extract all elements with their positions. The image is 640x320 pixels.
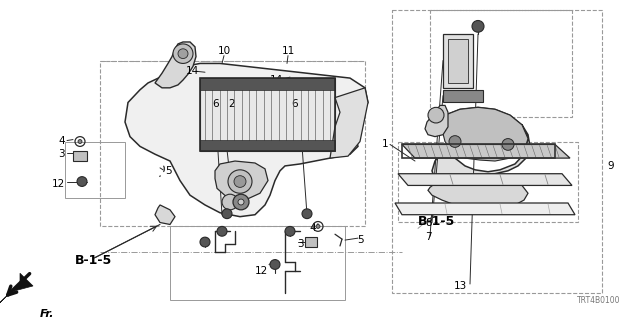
Circle shape [222, 194, 238, 210]
Circle shape [285, 227, 295, 236]
Bar [392, 10, 602, 293]
Text: 5: 5 [357, 235, 364, 245]
Text: 10: 10 [218, 46, 230, 56]
Circle shape [228, 170, 252, 193]
Text: 1: 1 [381, 140, 388, 149]
Bar [200, 78, 335, 90]
Circle shape [302, 209, 312, 219]
Text: 2: 2 [228, 100, 235, 109]
Circle shape [428, 107, 444, 123]
Text: 9: 9 [607, 161, 614, 171]
Bar [100, 60, 365, 227]
Bar [65, 141, 125, 198]
Polygon shape [428, 178, 528, 208]
Polygon shape [398, 174, 572, 185]
Bar [73, 151, 87, 161]
Text: Fr.: Fr. [40, 309, 54, 319]
Text: 5: 5 [165, 166, 172, 176]
Bar [443, 90, 483, 101]
Circle shape [449, 136, 461, 148]
Circle shape [502, 139, 514, 150]
Circle shape [316, 224, 320, 228]
Circle shape [173, 44, 193, 63]
Text: 12: 12 [52, 180, 65, 189]
Bar [170, 227, 345, 300]
Polygon shape [200, 78, 335, 151]
Polygon shape [215, 161, 268, 200]
Circle shape [234, 176, 246, 188]
Circle shape [78, 140, 82, 143]
Polygon shape [395, 203, 575, 215]
Text: 6: 6 [291, 100, 298, 109]
Circle shape [178, 49, 188, 59]
Circle shape [233, 194, 249, 210]
Polygon shape [330, 88, 368, 158]
Text: 3: 3 [298, 239, 304, 249]
Circle shape [217, 227, 227, 236]
Polygon shape [125, 63, 368, 217]
Text: 14: 14 [269, 75, 283, 85]
Polygon shape [430, 107, 530, 195]
Text: 7: 7 [426, 232, 432, 242]
Text: TRT4B0100: TRT4B0100 [577, 296, 620, 306]
Text: 4: 4 [309, 223, 316, 233]
Bar [200, 140, 335, 151]
Text: B-1-5: B-1-5 [418, 215, 455, 228]
Bar [443, 34, 473, 88]
Polygon shape [402, 144, 570, 158]
Polygon shape [155, 42, 196, 88]
Bar [448, 39, 468, 83]
Text: 6: 6 [212, 100, 219, 109]
Text: B-1-5: B-1-5 [75, 254, 112, 268]
Circle shape [472, 20, 484, 32]
Bar [430, 10, 572, 117]
Circle shape [200, 237, 210, 247]
Text: 8: 8 [426, 218, 432, 228]
Text: 11: 11 [282, 46, 294, 56]
Text: 13: 13 [454, 281, 467, 291]
Polygon shape [0, 273, 33, 308]
Bar [402, 144, 555, 158]
Polygon shape [155, 205, 175, 224]
Text: 12: 12 [255, 266, 268, 276]
Bar [398, 141, 578, 221]
Polygon shape [425, 105, 448, 137]
Text: 14: 14 [186, 66, 199, 76]
Bar [305, 237, 317, 247]
Circle shape [222, 209, 232, 219]
Circle shape [270, 260, 280, 269]
Circle shape [77, 177, 87, 187]
Text: 4: 4 [58, 136, 65, 146]
Polygon shape [442, 107, 528, 161]
Bar [200, 78, 335, 151]
Text: 3: 3 [58, 149, 65, 159]
Circle shape [238, 199, 244, 205]
